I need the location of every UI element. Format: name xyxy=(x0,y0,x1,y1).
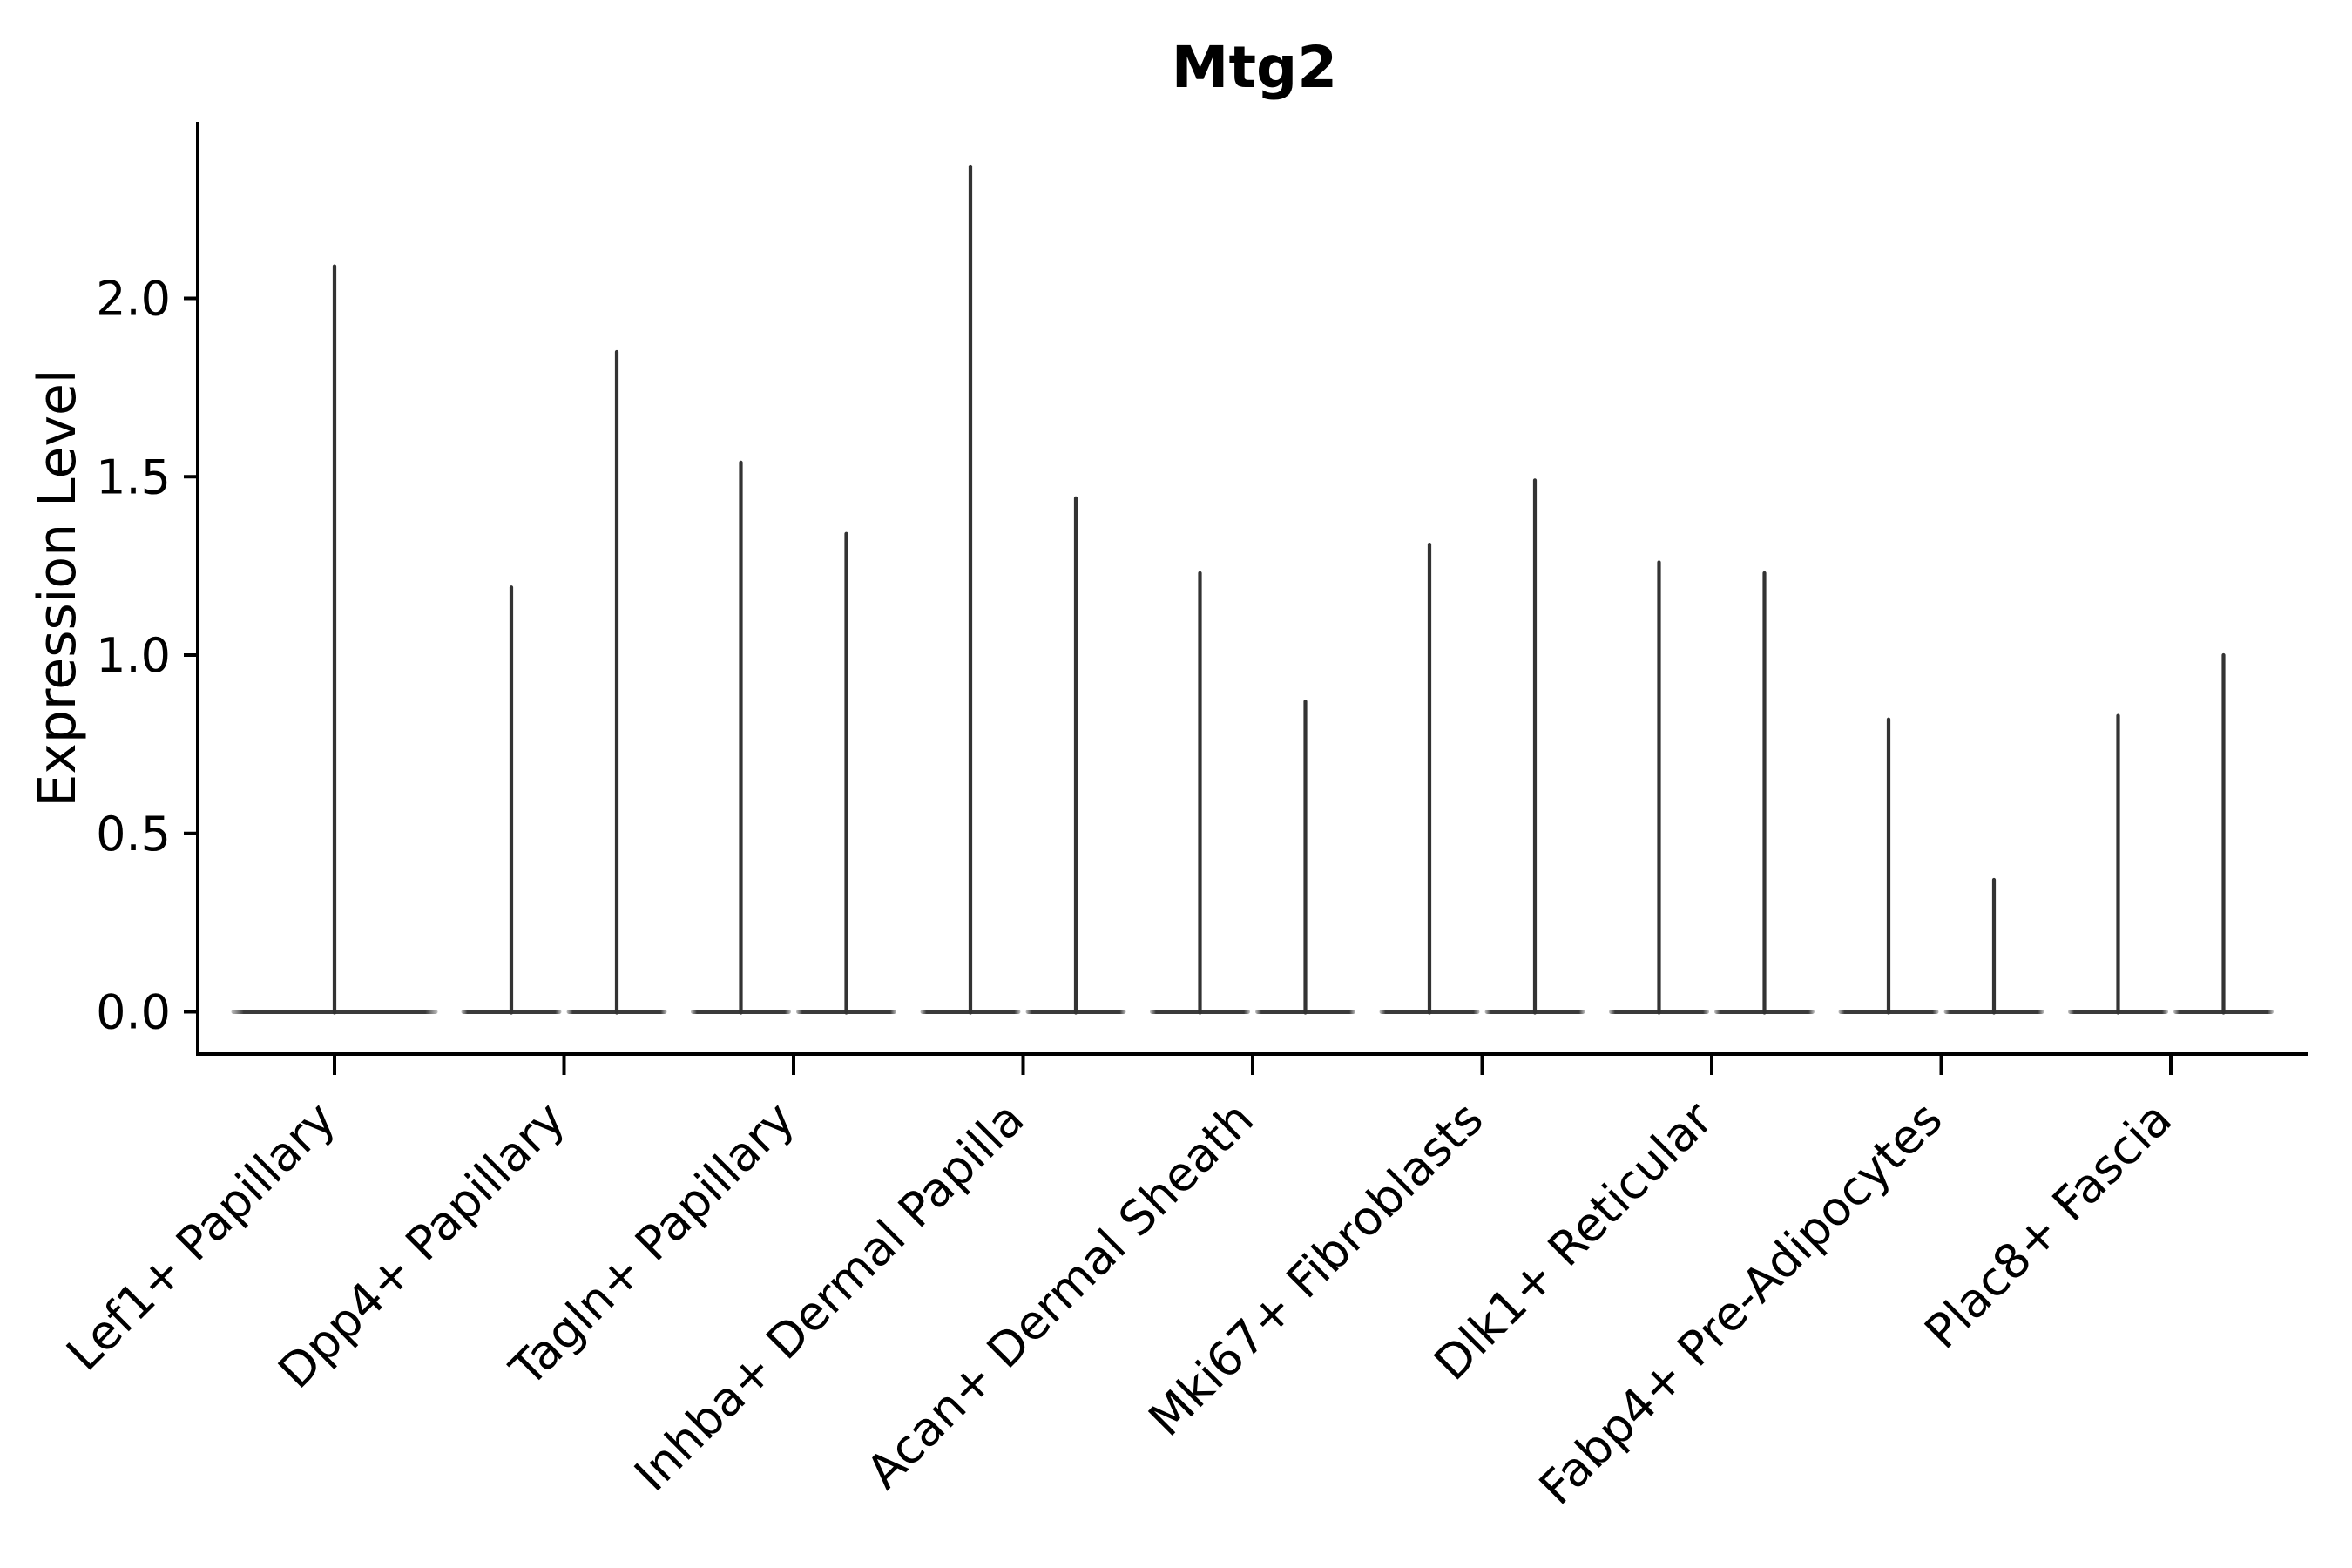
y-axis-label: Expression Level xyxy=(27,368,88,807)
chart-title: Mtg2 xyxy=(1172,34,1337,101)
x-tick-label: Acan+ Dermal Sheath xyxy=(856,1092,1264,1499)
x-tick-label: Fabp4+ Pre-Adipocytes xyxy=(1529,1092,1953,1516)
x-tick-label: Plac8+ Fascia xyxy=(1914,1092,2182,1360)
x-tick-label: Inhba+ Dermal Papilla xyxy=(624,1092,1034,1502)
violin xyxy=(796,531,896,1015)
y-tick-label: 1.0 xyxy=(96,628,171,683)
violin xyxy=(1943,877,2044,1015)
y-tick-label: 2.0 xyxy=(96,272,171,327)
violin xyxy=(231,264,438,1015)
violin xyxy=(1838,717,1939,1015)
y-tick-label: 0.0 xyxy=(96,985,171,1040)
y-tick-label: 1.5 xyxy=(96,449,171,504)
violins-layer xyxy=(231,164,2274,1015)
violin xyxy=(1609,560,1709,1015)
y-tick-label: 0.5 xyxy=(96,807,171,862)
violin xyxy=(1025,496,1126,1015)
violin xyxy=(2068,713,2168,1015)
violin xyxy=(1379,542,1480,1015)
violin xyxy=(566,349,667,1015)
violin xyxy=(2173,652,2274,1015)
violin xyxy=(920,164,1021,1015)
violin xyxy=(691,460,791,1015)
violin xyxy=(1255,700,1355,1015)
violin xyxy=(1150,571,1250,1015)
violin xyxy=(461,585,562,1015)
violin xyxy=(1714,571,1815,1015)
violin xyxy=(1484,478,1585,1015)
